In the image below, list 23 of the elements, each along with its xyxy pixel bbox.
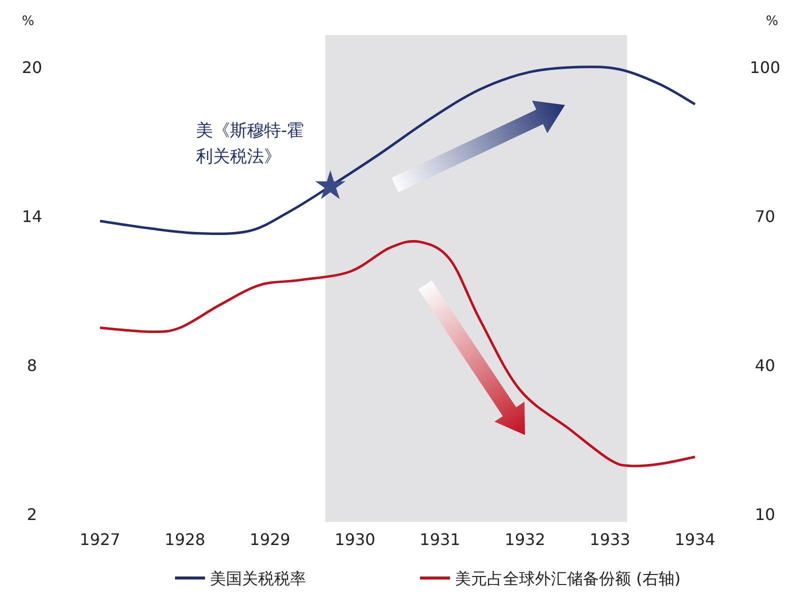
y-tick-label: 8	[26, 356, 38, 375]
y2-tick-label: 10	[754, 505, 776, 524]
legend-label: 美国关税税率	[210, 569, 306, 588]
y-tick-label: 14	[22, 207, 42, 226]
x-tick-label: 1934	[674, 530, 716, 549]
x-tick-label: 1929	[250, 530, 290, 549]
x-tick-label: 1927	[80, 530, 120, 549]
y2-tick-label: 100	[750, 58, 780, 77]
y-tick-label: 20	[22, 58, 42, 77]
line-series	[98, 66, 696, 235]
x-tick-label: 1928	[164, 530, 206, 549]
line-series	[98, 240, 696, 468]
y2-tick-label: 70	[754, 207, 776, 226]
y2-tick-label: 40	[754, 356, 776, 375]
legend-label: 美元占全球外汇储备份额 (右轴)	[455, 569, 681, 588]
x-tick-label: 1930	[334, 530, 376, 549]
y2-axis-title: %	[766, 14, 778, 29]
y-axis-title: %	[22, 14, 34, 29]
x-tick-label: 1933	[590, 530, 630, 549]
x-tick-label: 1931	[420, 530, 460, 549]
annotation: 美《斯穆特-霍利关税法》	[196, 121, 304, 167]
y-tick-label: 2	[26, 505, 38, 524]
x-tick-label: 1932	[504, 530, 546, 549]
